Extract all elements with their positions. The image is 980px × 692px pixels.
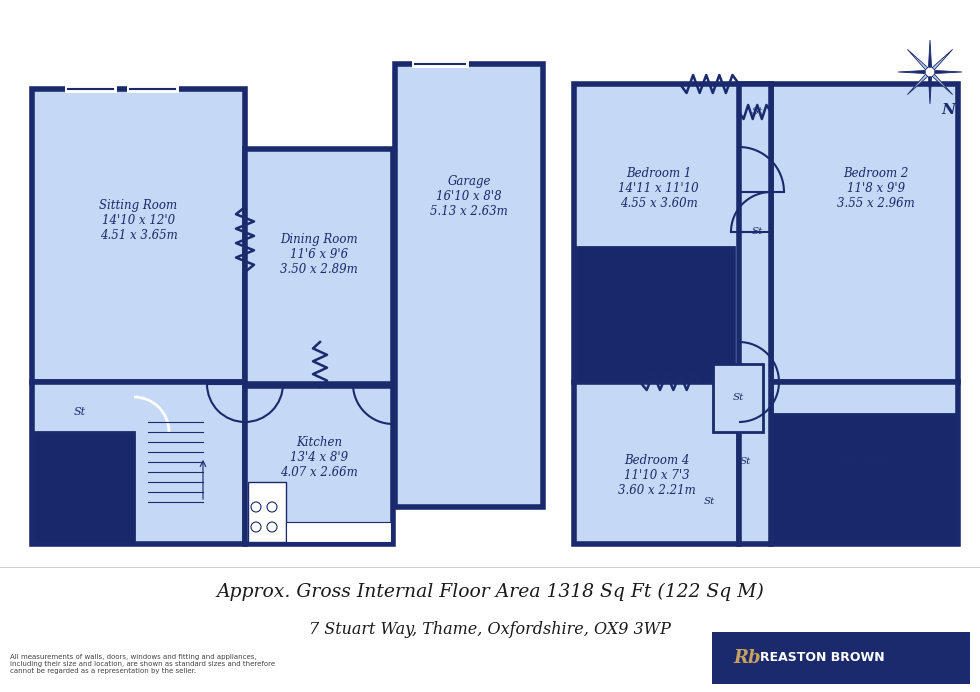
Bar (712, 632, 970, 684)
Bar (739, 84, 771, 544)
Text: St: St (74, 407, 86, 417)
Text: REASTON BROWN: REASTON BROWN (760, 651, 885, 664)
Polygon shape (932, 74, 953, 95)
Polygon shape (907, 74, 928, 95)
Bar (32, 89, 245, 382)
Bar (576, 247, 734, 382)
Text: Approx. Gross Internal Floor Area 1318 Sq Ft (122 Sq M): Approx. Gross Internal Floor Area 1318 S… (216, 583, 764, 601)
Bar (771, 84, 958, 382)
Text: Kitchen
13'4 x 8'9
4.07 x 2.66m: Kitchen 13'4 x 8'9 4.07 x 2.66m (280, 435, 358, 479)
Text: Bedroom 3
9'9 x 8'10
2.96 x 2.68m: Bedroom 3 9'9 x 8'10 2.96 x 2.68m (829, 455, 907, 498)
Bar (574, 382, 739, 544)
Bar (248, 482, 286, 542)
Text: Sitting Room
14'10 x 12'0
4.51 x 3.65m: Sitting Room 14'10 x 12'0 4.51 x 3.65m (99, 199, 177, 242)
Text: N: N (941, 103, 955, 117)
Text: St: St (752, 107, 762, 116)
Text: Garage
16'10 x 8'8
5.13 x 2.63m: Garage 16'10 x 8'8 5.13 x 2.63m (430, 175, 508, 219)
Text: Bedroom 2
11'8 x 9'9
3.55 x 2.96m: Bedroom 2 11'8 x 9'9 3.55 x 2.96m (837, 167, 914, 210)
Polygon shape (898, 71, 925, 73)
Bar (32, 382, 245, 544)
Text: St: St (732, 394, 744, 403)
Bar (245, 386, 393, 544)
Text: St: St (752, 228, 762, 237)
Text: St: St (704, 498, 714, 507)
Polygon shape (935, 71, 962, 73)
Bar (34, 432, 134, 542)
Text: Bedroom 1
14'11 x 11'10
4.55 x 3.60m: Bedroom 1 14'11 x 11'10 4.55 x 3.60m (618, 167, 699, 210)
Text: Dining Room
11'6 x 9'6
3.50 x 2.89m: Dining Room 11'6 x 9'6 3.50 x 2.89m (280, 233, 358, 276)
Bar (773, 414, 956, 544)
Text: St: St (739, 457, 751, 466)
Text: All measurements of walls, doors, windows and fitting and appliances,
including : All measurements of walls, doors, window… (10, 654, 275, 674)
Text: Rb: Rb (733, 649, 760, 667)
Bar (713, 364, 763, 432)
Polygon shape (928, 77, 932, 104)
Text: Bedroom 4
11'10 x 7'3
3.60 x 2.21m: Bedroom 4 11'10 x 7'3 3.60 x 2.21m (617, 455, 696, 498)
Polygon shape (907, 49, 928, 70)
Bar (395, 64, 543, 507)
Polygon shape (928, 40, 932, 67)
Text: 7 Stuart Way, Thame, Oxfordshire, OX9 3WP: 7 Stuart Way, Thame, Oxfordshire, OX9 3W… (309, 621, 671, 639)
Polygon shape (932, 49, 953, 70)
Bar (245, 149, 393, 384)
Bar (286, 522, 391, 542)
Bar (574, 84, 771, 382)
Bar (771, 382, 958, 544)
